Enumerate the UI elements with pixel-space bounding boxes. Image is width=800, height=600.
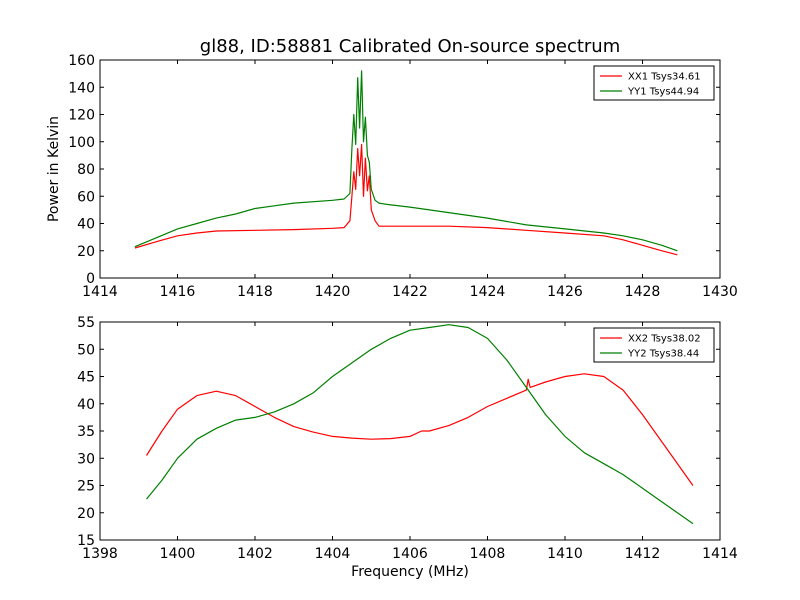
y-tick-label: 100	[68, 135, 95, 151]
series-line-0	[145, 373, 694, 486]
top-spectrum-panel: 1414 1416 1418 1420 1422 1424 1426 1428 1430 0 20 4…	[46, 53, 738, 300]
y-axis-label: Power in Kelvin	[46, 116, 62, 222]
series-line-1	[146, 324, 694, 525]
x-tick-label: 1406	[392, 546, 428, 562]
y-tick-label: 50	[77, 342, 95, 358]
x-tick-label: 1404	[315, 546, 351, 562]
y-tick-label: 20	[77, 244, 95, 260]
y-tick-label: 55	[77, 315, 95, 331]
y-tick-label: 140	[68, 80, 95, 96]
y-tick-label: 20	[77, 506, 95, 522]
legend-box	[593, 327, 715, 363]
x-tick-label: 1398	[82, 546, 118, 562]
x-tick-label: 1402	[237, 546, 273, 562]
series-line-0	[134, 143, 678, 256]
y-tick-label: 45	[77, 370, 95, 386]
x-tick-label: 1430	[702, 284, 738, 300]
y-tick-label: 25	[77, 479, 95, 495]
x-tick-label: 1400	[160, 546, 196, 562]
legend-label: YY1 Tsys44.94	[627, 87, 699, 98]
x-tick-label: 1414	[82, 284, 118, 300]
x-tick-label: 1428	[625, 284, 661, 300]
x-tick-label: 1422	[392, 284, 428, 300]
x-tick-label: 1420	[315, 284, 351, 300]
y-tick-label: 15	[77, 533, 95, 549]
y-tick-label: 30	[77, 451, 95, 467]
x-tick-label: 1424	[470, 284, 506, 300]
x-tick-label: 1416	[160, 284, 196, 300]
x-tick-label: 1414	[702, 546, 738, 562]
x-tick-label: 1412	[625, 546, 661, 562]
y-tick-label: 80	[77, 162, 95, 178]
series-line-1	[134, 70, 678, 252]
x-tick-label: 1408	[470, 546, 506, 562]
figure-title: gl88, ID:58881 Calibrated On-source spec…	[200, 36, 620, 57]
legend-label: YY2 Tsys38.44	[627, 349, 699, 360]
y-tick-label: 60	[77, 189, 95, 205]
legend-label: XX2 Tsys38.02	[628, 334, 701, 345]
x-tick-label: 1410	[547, 546, 583, 562]
bottom-spectrum-panel: 1398 1400 1402 1404 1406 1408 1410 1412 1414 15 20…	[77, 315, 738, 580]
legend-box	[593, 65, 715, 101]
x-tick-label: 1426	[547, 284, 583, 300]
y-tick-label: 0	[86, 271, 95, 287]
y-tick-label: 35	[77, 424, 95, 440]
y-tick-label: 120	[68, 108, 95, 124]
y-tick-label: 160	[68, 53, 95, 69]
x-axis-label: Frequency (MHz)	[351, 564, 469, 580]
y-tick-label: 40	[77, 397, 95, 413]
y-tick-label: 40	[77, 217, 95, 233]
x-tick-label: 1418	[237, 284, 273, 300]
legend-label: XX1 Tsys34.61	[628, 72, 701, 83]
